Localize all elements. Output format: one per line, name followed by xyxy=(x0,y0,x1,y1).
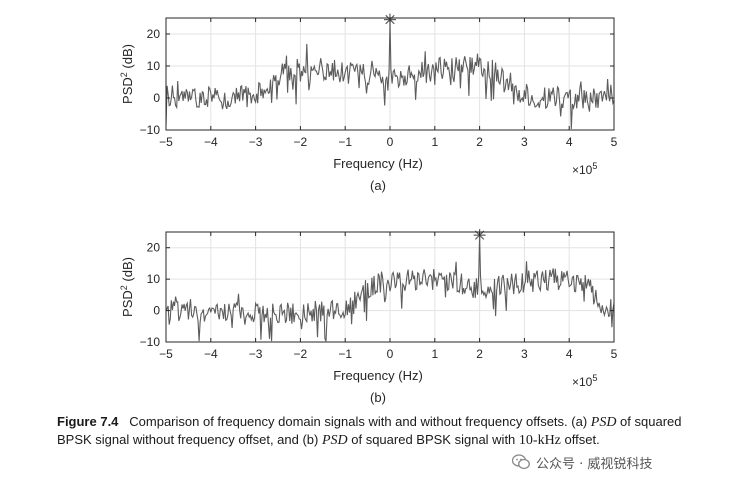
x-tick-label: −4 xyxy=(204,135,218,149)
x-tick-label: 2 xyxy=(476,135,483,149)
y-tick-label: 0 xyxy=(153,91,160,105)
x-tick-label: 3 xyxy=(521,135,528,149)
caption-offset-value: 10-kHz xyxy=(518,433,561,448)
psd-trace xyxy=(166,235,614,342)
x-tick-label: 5 xyxy=(611,347,618,361)
panel-label: (b) xyxy=(370,390,386,405)
x-multiplier: ×105 xyxy=(572,161,597,177)
y-axis-label-main: PSD xyxy=(120,77,135,104)
y-axis-label-main: PSD xyxy=(120,290,135,317)
watermark: 公众号 · 威视锐科技 xyxy=(511,451,653,473)
x-tick-label: −4 xyxy=(204,347,218,361)
x-multiplier-exponent: 5 xyxy=(592,373,597,383)
x-tick-label: 1 xyxy=(431,347,438,361)
x-tick-label: −3 xyxy=(249,135,263,149)
x-tick-label: −5 xyxy=(159,135,173,149)
y-axis-label-unit: (dB) xyxy=(120,44,135,72)
y-axis-label-sup: 2 xyxy=(119,72,129,77)
caption-psd-2: PSD xyxy=(321,433,348,448)
x-tick-label: 5 xyxy=(611,135,618,149)
wechat-icon xyxy=(511,454,530,470)
x-tick-label: 4 xyxy=(566,347,573,361)
x-multiplier-exponent: 5 xyxy=(592,161,597,171)
y-axis-label-sup: 2 xyxy=(119,285,129,290)
x-multiplier-base: ×10 xyxy=(572,163,593,177)
x-axis-label: Frequency (Hz) xyxy=(333,368,423,383)
y-tick-label: 10 xyxy=(147,59,161,73)
caption-text-3: of squared BPSK signal with xyxy=(347,432,519,447)
x-tick-label: −3 xyxy=(249,347,263,361)
y-axis-label-unit: (dB) xyxy=(120,257,135,285)
x-tick-label: 0 xyxy=(387,347,394,361)
caption-psd-1: PSD xyxy=(590,415,617,430)
y-tick-label: 20 xyxy=(147,241,161,255)
x-tick-label: −5 xyxy=(159,347,173,361)
figure-caption: Figure 7.4 Comparison of frequency domai… xyxy=(57,413,697,449)
x-axis-label: Frequency (Hz) xyxy=(333,156,423,171)
y-axis-label: PSD2 (dB) xyxy=(119,257,135,317)
x-tick-label: −1 xyxy=(338,135,352,149)
x-tick-label: 1 xyxy=(431,135,438,149)
panel-label: (a) xyxy=(370,178,386,193)
x-tick-label: 2 xyxy=(476,347,483,361)
caption-text-1: Comparison of frequency domain signals w… xyxy=(129,414,591,429)
y-tick-label: 20 xyxy=(147,27,161,41)
x-tick-label: 4 xyxy=(566,135,573,149)
y-axis-label: PSD2 (dB) xyxy=(119,44,135,104)
y-tick-label: 0 xyxy=(153,304,160,318)
caption-text-2: of squared BPSK signal without frequency… xyxy=(57,414,682,447)
figure-label: Figure 7.4 xyxy=(57,414,119,429)
y-tick-label: −10 xyxy=(140,123,161,137)
y-tick-label: −10 xyxy=(140,335,161,349)
x-tick-label: −2 xyxy=(294,347,308,361)
y-tick-label: 10 xyxy=(147,272,161,286)
x-tick-label: −2 xyxy=(294,135,308,149)
x-multiplier-base: ×10 xyxy=(572,375,593,389)
x-tick-label: 0 xyxy=(387,135,394,149)
x-tick-label: −1 xyxy=(338,347,352,361)
watermark-text: 公众号 · 威视锐科技 xyxy=(536,456,653,472)
x-tick-label: 3 xyxy=(521,347,528,361)
caption-text-4: offset. xyxy=(560,432,600,447)
x-multiplier: ×105 xyxy=(572,373,597,389)
